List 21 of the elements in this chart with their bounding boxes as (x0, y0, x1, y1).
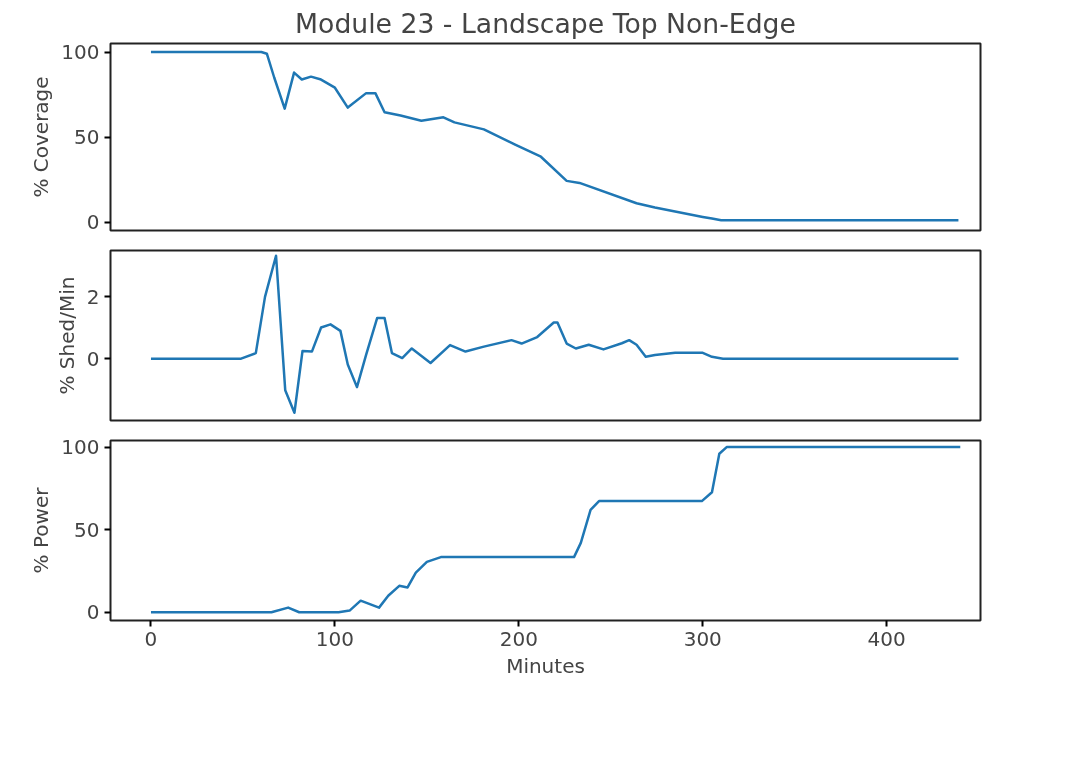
y-tick-label: 50 (74, 125, 100, 149)
y-tick-label: 2 (86, 284, 100, 309)
chart-title: Module 23 - Landscape Top Non-Edge (295, 7, 796, 39)
y-tick-label: 50 (74, 517, 100, 542)
y-tick-label: 0 (86, 346, 100, 371)
x-tick-label: 0 (144, 626, 158, 651)
x-axis-title: Minutes (506, 653, 585, 678)
x-tick-label: 200 (499, 626, 538, 651)
x-tick-label: 400 (867, 626, 906, 651)
line-series (149, 50, 960, 222)
y-axis-title: % Coverage (29, 76, 54, 198)
line-series (149, 445, 962, 614)
y-tick-label: 100 (61, 435, 100, 460)
x-tick-label: 300 (683, 626, 722, 651)
y-axis-title: % Power (29, 486, 54, 574)
x-tick-label: 100 (315, 626, 354, 651)
line-series (149, 254, 960, 415)
y-tick-label: 0 (86, 600, 100, 625)
y-tick-label: 0 (86, 210, 100, 234)
y-tick-label: 100 (61, 40, 100, 64)
y-axis-title: % Shed/Min (54, 276, 79, 395)
